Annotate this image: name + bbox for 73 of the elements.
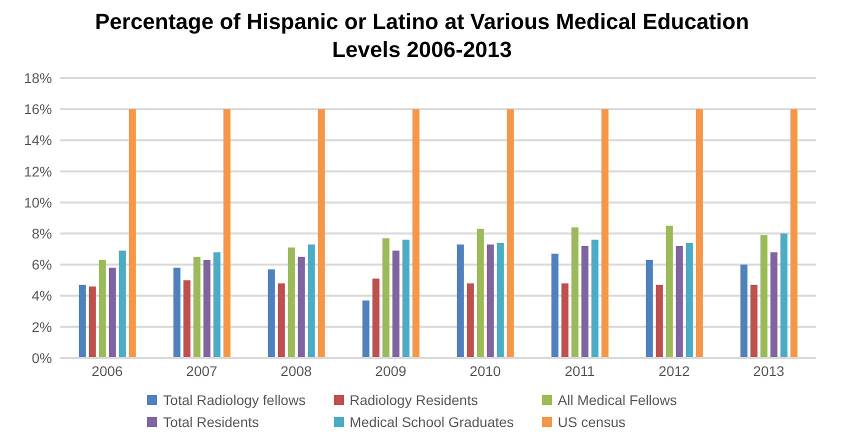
bar	[696, 109, 703, 358]
bar	[581, 246, 588, 358]
y-tick-label: 8%	[32, 226, 52, 242]
bar	[118, 250, 126, 358]
x-tick-label: 2011	[564, 362, 596, 379]
bar	[203, 260, 210, 358]
bar	[402, 240, 410, 358]
x-tick-label: 2012	[658, 362, 690, 379]
bar	[591, 240, 598, 358]
bar	[88, 286, 96, 358]
bar	[183, 280, 190, 358]
y-tick-label: 10%	[24, 194, 52, 210]
y-tick-label: 2%	[32, 318, 52, 335]
bar	[173, 268, 180, 358]
y-tick-label: 18%	[24, 70, 52, 86]
x-tick-label: 2009	[375, 362, 407, 379]
bar	[382, 238, 390, 358]
bar	[646, 260, 653, 358]
bar	[128, 109, 136, 358]
bar	[476, 228, 484, 358]
bar	[372, 278, 380, 358]
y-tick-label: 0%	[32, 350, 52, 366]
bar	[561, 283, 568, 358]
bar	[223, 109, 230, 358]
x-tick-label: 2013	[753, 362, 785, 379]
bar	[750, 284, 758, 358]
y-tick-label: 16%	[24, 101, 52, 118]
bar	[108, 268, 116, 358]
x-tick-label: 2006	[92, 362, 124, 379]
bar	[770, 252, 778, 358]
legend-label: Total Residents	[163, 414, 259, 430]
bar	[298, 256, 305, 358]
bar	[790, 109, 798, 358]
bar	[78, 284, 86, 358]
bar	[412, 109, 420, 358]
bar	[362, 300, 370, 358]
chart-title: Percentage of Hispanic or Latino at Various Medical Education Levels 2006-2013	[94, 8, 750, 64]
bar	[392, 250, 400, 358]
bar	[98, 260, 106, 358]
bar	[666, 226, 673, 358]
bar	[601, 109, 608, 358]
bar	[780, 234, 788, 358]
y-tick-label: 14%	[24, 132, 52, 148]
legend-label: Radiology Residents	[350, 392, 478, 408]
bar	[496, 242, 504, 358]
bar	[571, 227, 578, 358]
x-tick-label: 2010	[470, 362, 502, 379]
bar	[676, 246, 683, 358]
x-tick-label: 2008	[280, 362, 312, 379]
bar	[308, 244, 315, 358]
bar	[213, 252, 220, 358]
bar	[760, 235, 768, 358]
bar	[278, 283, 285, 358]
legend-label: All Medical Fellows	[558, 392, 677, 408]
bar	[466, 283, 474, 358]
legend-label: Total Radiology fellows	[163, 392, 306, 408]
bar	[268, 269, 275, 358]
bar	[740, 264, 748, 358]
bar	[288, 248, 295, 358]
y-tick-label: 12%	[24, 163, 52, 180]
bar	[656, 284, 663, 358]
legend-label: Medical School Graduates	[350, 414, 514, 430]
legend-label: US census	[558, 414, 626, 430]
bar	[193, 256, 200, 358]
bar	[318, 109, 325, 358]
bar	[686, 242, 693, 358]
y-tick-label: 4%	[32, 288, 52, 304]
bar	[551, 254, 558, 358]
x-tick-label: 2007	[186, 362, 218, 379]
bar	[486, 244, 494, 358]
bar	[506, 109, 514, 358]
bar	[456, 244, 464, 358]
y-tick-label: 6%	[32, 256, 52, 273]
